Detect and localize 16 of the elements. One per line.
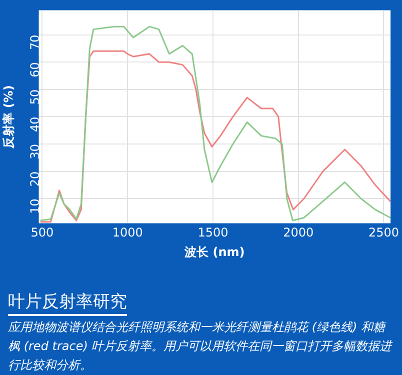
x-tick-label: 1500 (198, 226, 228, 240)
y-tick-label: 40 (28, 116, 42, 132)
x-tick-label: 1000 (112, 226, 143, 240)
text: 叶片反射率研究 (8, 290, 127, 316)
x-tick-label: 500 (30, 226, 54, 240)
y-tick-label: 30 (28, 144, 42, 160)
y-tick-label: 20 (28, 171, 42, 187)
x-axis-title: 波长 (nm) (184, 244, 245, 259)
x-tick-label: 2000 (283, 226, 314, 240)
text: 应用地物波谱仪结合光纤照明系统和一米光纤测量杜鹃花 (绿色线) 和糖枫 (red trace) 叶片反射率。用户可以用软件在同一窗口打开多幅数据进行比较和分析。 (8, 319, 394, 374)
y-tick-label: 70 (28, 34, 42, 50)
y-tick-label: 50 (28, 89, 42, 105)
y-tick-label: 60 (28, 62, 42, 78)
y-axis-title: 反射率 (%) (1, 85, 16, 150)
y-tick-label: 10 (28, 198, 42, 214)
x-tick-label: 2500 (368, 226, 399, 240)
